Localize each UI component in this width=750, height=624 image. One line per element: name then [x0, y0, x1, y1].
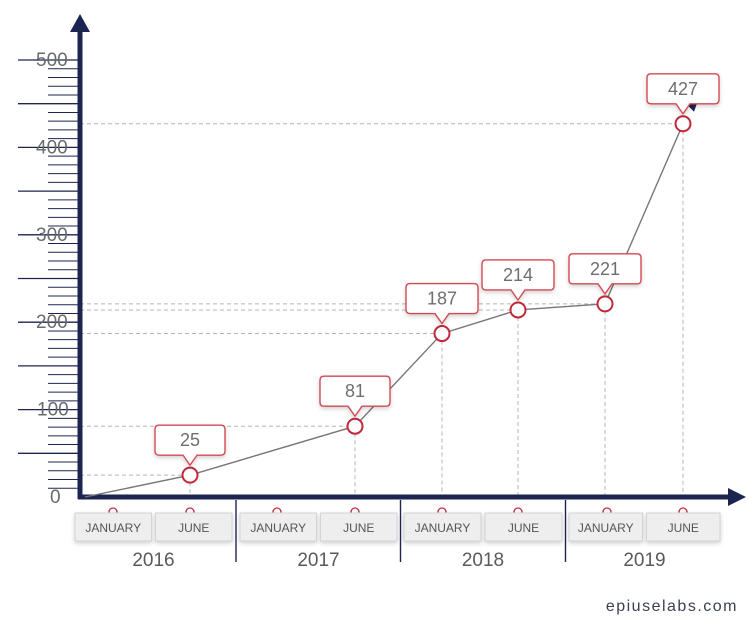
- y-tick-label: 0: [50, 487, 61, 508]
- brand-text: epiuselabs.com: [605, 598, 738, 615]
- y-tick-labels: 0 100 200 300 400 500: [36, 50, 69, 508]
- month-box: [568, 512, 643, 542]
- year-label: 2019: [623, 550, 665, 571]
- callout-box: [646, 73, 720, 116]
- callout-box: [319, 375, 391, 418]
- y-tick-label: 500: [36, 50, 68, 71]
- month-box: [320, 512, 398, 542]
- x-axis-labels: JANUARY JUNE 2016 JANUARY JUNE 2017 JANUARY JUN…: [74, 500, 721, 571]
- month-label: JANUARY: [85, 521, 141, 535]
- month-box: [403, 512, 482, 542]
- data-label-callout: [319, 375, 391, 418]
- y-tick-label: 100: [37, 400, 69, 421]
- month-label: JANUARY: [415, 521, 471, 535]
- month-label: JUNE: [668, 521, 699, 535]
- data-point: [596, 295, 614, 313]
- data-label: 187: [427, 289, 457, 309]
- year-label: 2016: [132, 550, 174, 571]
- data-label: 221: [590, 259, 620, 279]
- data-label-callout: [154, 424, 226, 467]
- callout-box: [568, 253, 642, 296]
- data-label: 214: [503, 265, 533, 285]
- month-label: JUNE: [343, 521, 374, 535]
- callout-box: [481, 259, 555, 302]
- month-box: [155, 512, 233, 542]
- callout-box: [405, 282, 479, 325]
- data-label: 427: [668, 79, 698, 99]
- month-box: [239, 512, 317, 542]
- data-label-callout: [646, 73, 720, 116]
- y-minor-ticks: [18, 59, 78, 489]
- y-tick-label: 200: [36, 312, 68, 333]
- data-point: [674, 115, 692, 133]
- data-label-callout: [405, 282, 479, 325]
- callout-box: [154, 424, 226, 467]
- y-axis-arrow-icon: [70, 14, 90, 32]
- data-point: [509, 301, 527, 319]
- data-points: [181, 115, 692, 484]
- data-labels: 25 81 187 214 221 427: [154, 73, 720, 467]
- y-tick-label: 300: [36, 225, 68, 246]
- data-point: [433, 325, 451, 343]
- month-label: JUNE: [178, 521, 209, 535]
- data-label-callout: [568, 253, 642, 296]
- data-label: 25: [180, 430, 200, 450]
- y-tick-label: 400: [36, 137, 68, 158]
- data-label-callout: [481, 259, 555, 302]
- data-point: [346, 417, 364, 435]
- month-box: [74, 512, 152, 542]
- year-label: 2017: [297, 550, 339, 571]
- month-box: [484, 512, 563, 542]
- month-box: [646, 512, 721, 542]
- data-point: [181, 466, 199, 484]
- month-label: JANUARY: [578, 521, 634, 535]
- data-label: 81: [345, 381, 365, 401]
- year-label: 2018: [462, 550, 504, 571]
- axes: [70, 14, 746, 506]
- month-label: JANUARY: [250, 521, 306, 535]
- x-axis-arrow-icon: [728, 488, 746, 506]
- month-label: JUNE: [508, 521, 539, 535]
